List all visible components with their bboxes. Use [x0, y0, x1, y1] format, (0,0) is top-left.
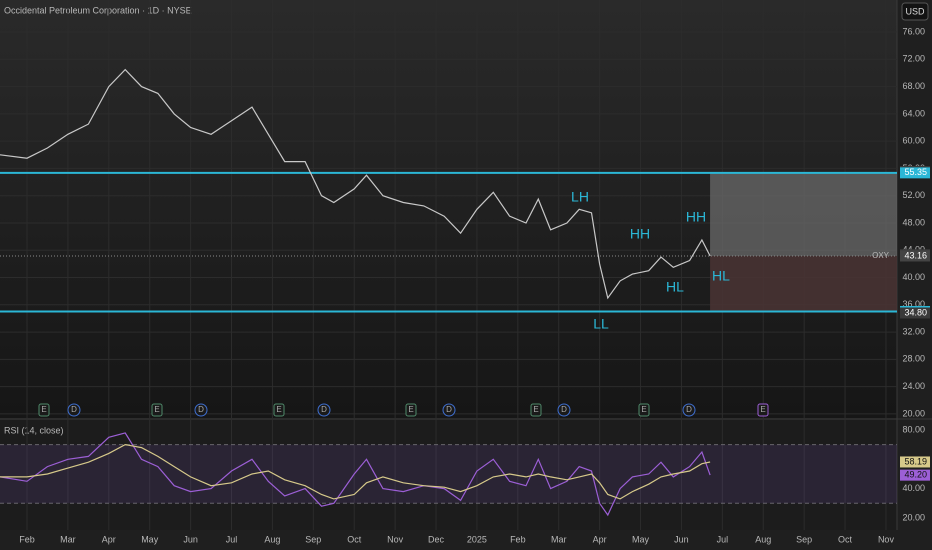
rsi-value-box	[900, 469, 930, 481]
y-tick-label: 36.00	[902, 299, 925, 309]
y-tick-label: 76.00	[902, 26, 925, 36]
annotation: LL	[593, 316, 609, 332]
y-tick-label: 64.00	[902, 108, 925, 118]
event-marker: E	[641, 405, 646, 414]
event-marker: D	[71, 405, 77, 414]
x-tick-label: Apr	[102, 534, 116, 544]
y-tick-label: 48.00	[902, 217, 925, 227]
x-tick-label: Mar	[60, 534, 76, 544]
event-marker: E	[760, 405, 765, 414]
chart-title: Occidental Petroleum Corporation · 1D · …	[4, 5, 192, 15]
event-icon	[67, 403, 81, 417]
x-tick-label: Jun	[674, 534, 689, 544]
y-tick-label: 68.00	[902, 81, 925, 91]
x-tick-label: Oct	[838, 534, 853, 544]
y-tick-label: 20.00	[902, 408, 925, 418]
x-tick-label: Feb	[510, 534, 526, 544]
series-line	[0, 68, 711, 300]
event-marker: D	[446, 405, 452, 414]
rsi-value-label: 49.20	[904, 470, 927, 480]
x-tick-label: Aug	[755, 534, 771, 544]
x-tick-label: Jul	[717, 534, 729, 544]
x-tick-label: Mar	[551, 534, 567, 544]
annotation: HL	[666, 279, 684, 295]
x-tick-label: Feb	[19, 534, 35, 544]
annotation: HH	[630, 226, 650, 242]
event-icon	[317, 403, 331, 417]
rsi-band	[0, 444, 897, 504]
currency[interactable]: USD	[905, 6, 925, 16]
x-tick-label: Apr	[593, 534, 607, 544]
rsi-value-box	[900, 456, 930, 468]
loss-zone	[710, 255, 897, 312]
event-icon	[530, 403, 542, 417]
annotation: HL	[712, 268, 730, 284]
event-marker: E	[41, 405, 46, 414]
profit-zone	[710, 172, 897, 256]
symbol-tag: OXY	[872, 251, 890, 260]
x-tick-label: Jul	[226, 534, 238, 544]
event-marker: D	[198, 405, 204, 414]
x-tick-label: Nov	[878, 534, 895, 544]
event-icon	[273, 403, 285, 417]
event-icon	[442, 403, 456, 417]
event-marker: E	[154, 405, 159, 414]
x-tick-label: Oct	[347, 534, 362, 544]
x-tick-label: Aug	[264, 534, 280, 544]
price-label-box	[900, 307, 930, 319]
event-icon	[557, 403, 571, 417]
event-icon	[194, 403, 208, 417]
y-tick-label: 40.00	[902, 272, 925, 282]
event-marker: D	[321, 405, 327, 414]
x-tick-label: Jun	[183, 534, 198, 544]
event-marker: D	[561, 405, 567, 414]
x-tick-label: Nov	[387, 534, 404, 544]
price-label: 34.80	[904, 307, 927, 317]
price-label: 43.16	[904, 250, 927, 260]
x-tick-label: Sep	[305, 534, 321, 544]
x-tick-label: 2025	[467, 534, 487, 544]
rsi-tick-label: 20.00	[902, 512, 925, 522]
price-label-box	[900, 167, 930, 179]
event-marker: E	[276, 405, 281, 414]
y-tick-label: 24.00	[902, 381, 925, 391]
x-tick-label: Sep	[796, 534, 812, 544]
currency-button[interactable]	[901, 2, 929, 21]
rsi-tick-label: 40.00	[902, 483, 925, 493]
event-icon	[638, 403, 650, 417]
event-icon	[38, 403, 50, 417]
series-line	[0, 443, 711, 500]
price-label: 55.35	[904, 167, 927, 177]
event-icon	[151, 403, 163, 417]
rsi-tick-label: 80.00	[902, 424, 925, 434]
x-tick-label: May	[141, 534, 159, 544]
price-label-box	[900, 250, 930, 262]
y-tick-label: 32.00	[902, 326, 925, 336]
x-tick-label: May	[632, 534, 650, 544]
event-icon	[405, 403, 417, 417]
annotation: LH	[571, 189, 589, 205]
y-tick-label: 60.00	[902, 136, 925, 146]
y-tick-label: 28.00	[902, 354, 925, 364]
y-tick-label: 52.00	[902, 190, 925, 200]
annotation: HH	[686, 209, 706, 225]
event-icon	[757, 403, 769, 417]
rsi-title: RSI (14, close)	[4, 425, 64, 435]
event-marker: E	[533, 405, 538, 414]
x-tick-label: Dec	[428, 534, 445, 544]
event-marker: D	[686, 405, 692, 414]
event-marker: E	[408, 405, 413, 414]
event-icon	[682, 403, 696, 417]
rsi-value-label: 58.19	[904, 456, 927, 466]
y-tick-label: 72.00	[902, 54, 925, 64]
